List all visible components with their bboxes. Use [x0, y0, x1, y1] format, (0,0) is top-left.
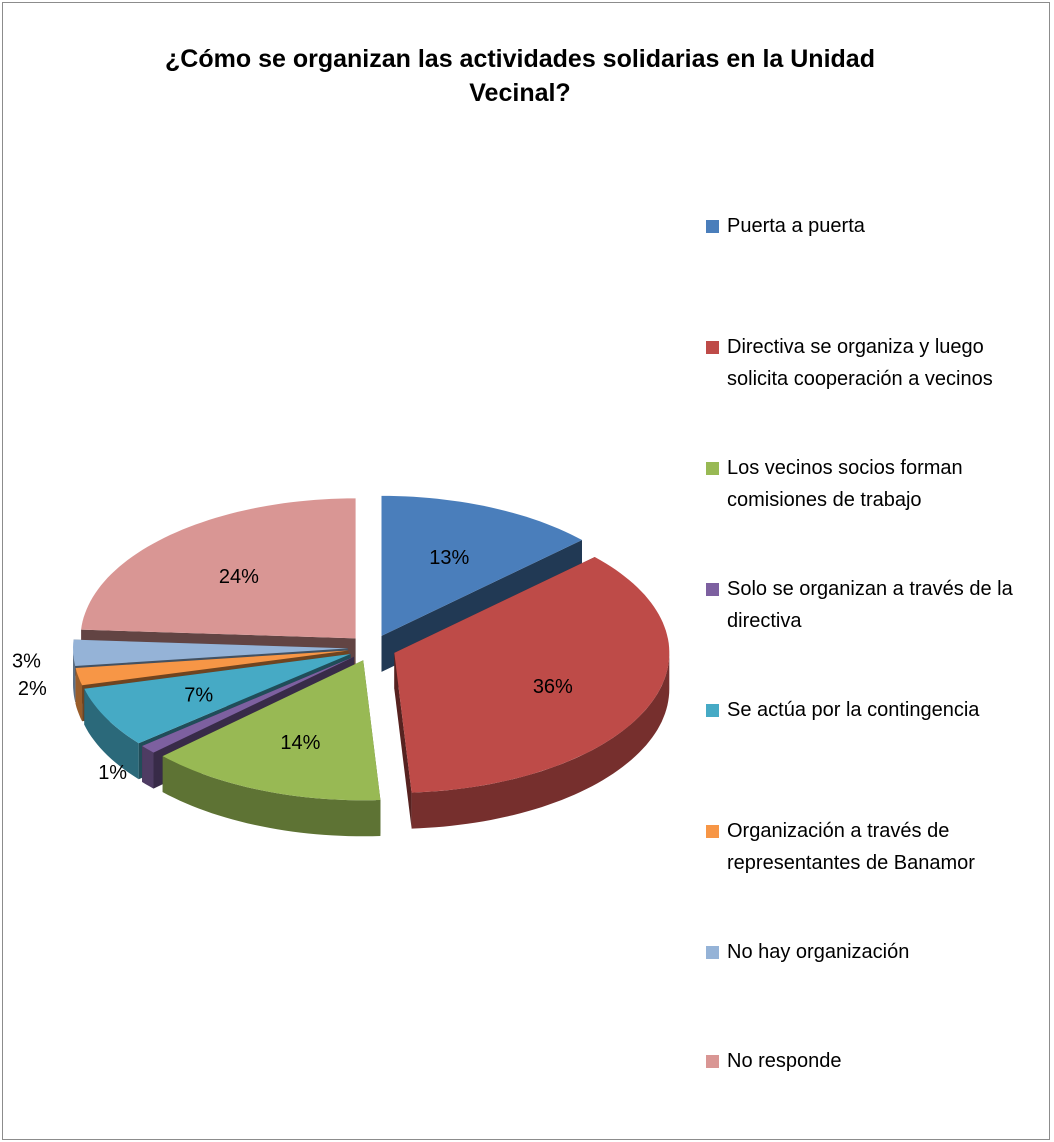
data-label: 14%: [280, 732, 320, 754]
legend-item: Solo se organizan a través de la directi…: [706, 573, 1046, 637]
slice-wall: [142, 746, 154, 789]
slice-wall: [411, 652, 670, 829]
pie-chart: 13% 36% 14% 1% 7% 2% 3% 24%: [12, 495, 670, 837]
slice-wall: [84, 688, 139, 780]
legend-item: Los vecinos socios forman comisiones de …: [706, 452, 1046, 516]
data-label: 36%: [533, 676, 573, 698]
slice: [81, 498, 356, 639]
legend-label: Se actúa por la contingencia: [727, 699, 980, 721]
legend-item: No responde: [706, 1045, 1046, 1077]
legend-label: No hay organización: [727, 941, 910, 963]
slice: [142, 656, 354, 753]
slice-wall: [75, 668, 83, 722]
legend-swatch: [706, 583, 719, 596]
legend-label: Los vecinos socios forman comisiones de …: [727, 457, 963, 511]
legend-swatch: [706, 825, 719, 838]
data-label: 2%: [18, 678, 47, 700]
chart-title: ¿Cómo se organizan las actividades solid…: [165, 45, 875, 107]
slice-side: [394, 652, 412, 829]
slice: [162, 660, 381, 801]
legend-swatch: [706, 946, 719, 959]
data-label: 7%: [184, 684, 213, 706]
legend-swatch: [706, 341, 719, 354]
legend-swatch: [706, 220, 719, 233]
slice: [84, 654, 351, 744]
slice-wall: [73, 648, 76, 702]
legend-item: Puerta a puerta: [706, 210, 1046, 242]
legend-item: Organización a través de representantes …: [706, 815, 1046, 879]
slice: [394, 557, 670, 793]
data-label: 1%: [98, 762, 127, 784]
legend-label: Directiva se organiza y luego solicita c…: [727, 336, 993, 390]
legend-label: Organización a través de representantes …: [727, 820, 975, 874]
legend-swatch: [706, 462, 719, 475]
slice: [381, 495, 582, 636]
legend-label: Puerta a puerta: [727, 215, 865, 237]
data-label: 3%: [12, 651, 41, 673]
legend-item: Se actúa por la contingencia: [706, 694, 1046, 726]
slice: [73, 639, 348, 666]
slice-wall: [162, 756, 381, 837]
legend-swatch: [706, 1055, 719, 1068]
legend-label: No responde: [727, 1050, 842, 1072]
legend-item: No hay organización: [706, 936, 1046, 968]
data-label: 13%: [429, 547, 469, 569]
legend-item: Directiva se organiza y luego solicita c…: [706, 331, 1046, 395]
legend-label: Solo se organizan a través de la directi…: [727, 578, 1013, 632]
legend-swatch: [706, 704, 719, 717]
slice: [75, 650, 349, 686]
data-label: 24%: [219, 566, 259, 588]
